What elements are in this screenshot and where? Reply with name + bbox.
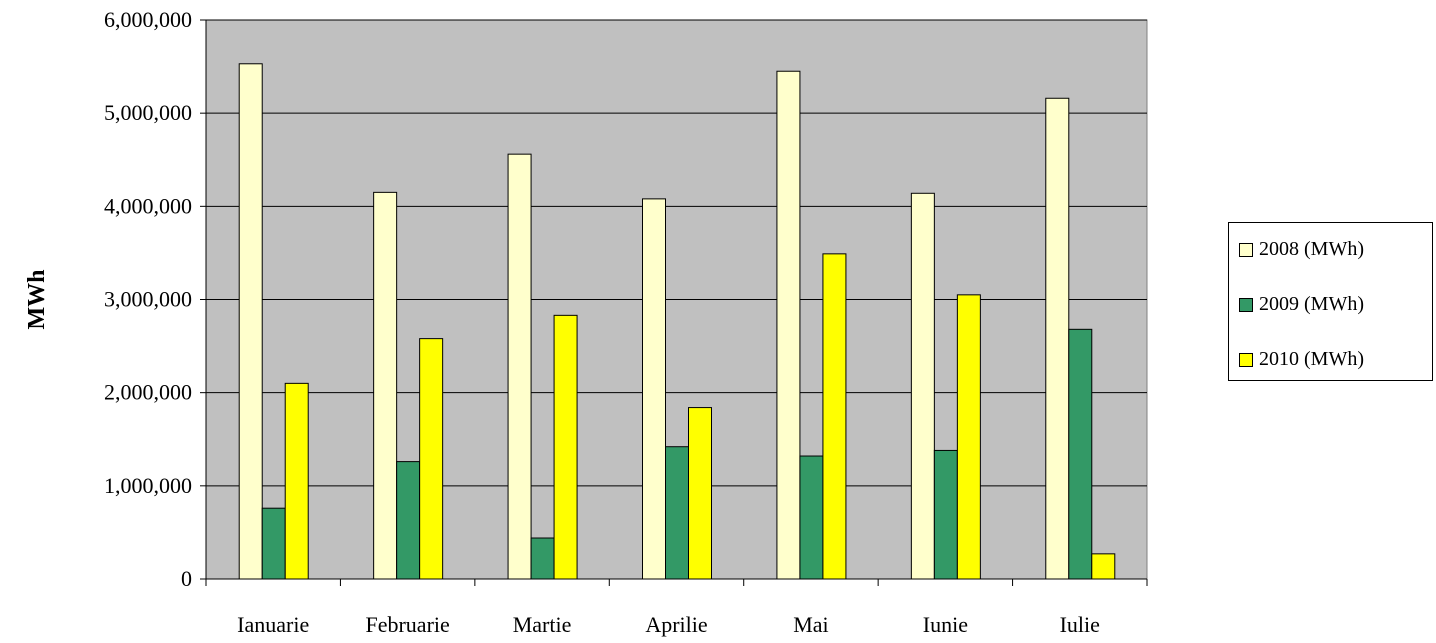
y-tick-labels: 0 1,000,000 2,000,000 3,000,000 4,000,000 5,0… bbox=[104, 7, 192, 591]
legend-label: 2009 (MWh) bbox=[1259, 293, 1364, 315]
legend-item: 2010 (MWh) bbox=[1239, 348, 1364, 371]
gridlines bbox=[206, 19, 1147, 487]
legend-item: 2008 (MWh) bbox=[1239, 238, 1364, 261]
x-tick-label: Aprilie bbox=[645, 612, 707, 637]
x-tick-label: Martie bbox=[513, 612, 572, 637]
bar-2-mai bbox=[799, 455, 824, 580]
legend-item: 2009 (MWh) bbox=[1239, 293, 1364, 316]
y-axis-label: MWh bbox=[24, 270, 50, 330]
bar-1-iunie bbox=[910, 192, 935, 580]
bar-3-martie bbox=[553, 314, 578, 580]
x-tick-label: Iunie bbox=[923, 612, 968, 637]
bar-2-ianuarie bbox=[261, 507, 286, 580]
legend-swatch bbox=[1239, 242, 1253, 257]
legend-swatch bbox=[1239, 297, 1253, 312]
x-tick-label: Mai bbox=[793, 612, 828, 637]
y-tick-label: 4,000,000 bbox=[104, 193, 192, 218]
bar-2-iunie bbox=[933, 449, 958, 580]
legend-label: 2008 (MWh) bbox=[1259, 238, 1364, 260]
x-tick-labels: Ianuarie Februarie Martie Aprilie Mai Iunie Iu… bbox=[237, 612, 1100, 637]
bar-1-februarie bbox=[373, 191, 398, 580]
bar-1-iulie bbox=[1045, 97, 1070, 580]
legend-swatch bbox=[1239, 352, 1253, 367]
axes bbox=[200, 19, 1148, 586]
y-tick-label: 0 bbox=[181, 566, 192, 591]
y-tick-label: 3,000,000 bbox=[104, 287, 192, 312]
bar-3-iulie bbox=[1091, 553, 1116, 580]
bar-1-martie bbox=[507, 153, 532, 580]
legend-label: 2010 (MWh) bbox=[1259, 348, 1364, 370]
bar-1-mai bbox=[776, 70, 801, 580]
bar-3-iunie bbox=[956, 294, 981, 580]
bar-2-iulie bbox=[1068, 328, 1093, 580]
x-tick-label: Iulie bbox=[1060, 612, 1100, 637]
bars bbox=[238, 63, 1116, 580]
bar-1-aprilie bbox=[642, 198, 666, 580]
y-tick-label: 1,000,000 bbox=[104, 473, 192, 498]
bar-2-februarie bbox=[396, 461, 421, 580]
x-tick-label: Ianuarie bbox=[237, 612, 309, 637]
bar-2-aprilie bbox=[665, 446, 689, 580]
legend: 2008 (MWh) 2009 (MWh) 2010 (MWh) bbox=[1228, 222, 1433, 381]
y-tick-label: 6,000,000 bbox=[104, 7, 192, 32]
bar-3-aprilie bbox=[688, 407, 712, 580]
bar-2-martie bbox=[530, 537, 555, 580]
bar-3-ianuarie bbox=[284, 382, 309, 580]
bar-1-ianuarie bbox=[238, 63, 263, 580]
y-tick-label: 5,000,000 bbox=[104, 100, 192, 125]
bar-3-mai bbox=[822, 253, 847, 580]
x-tick-label: Februarie bbox=[365, 612, 449, 637]
y-tick-label: 2,000,000 bbox=[104, 380, 192, 405]
bar-3-februarie bbox=[419, 338, 444, 580]
